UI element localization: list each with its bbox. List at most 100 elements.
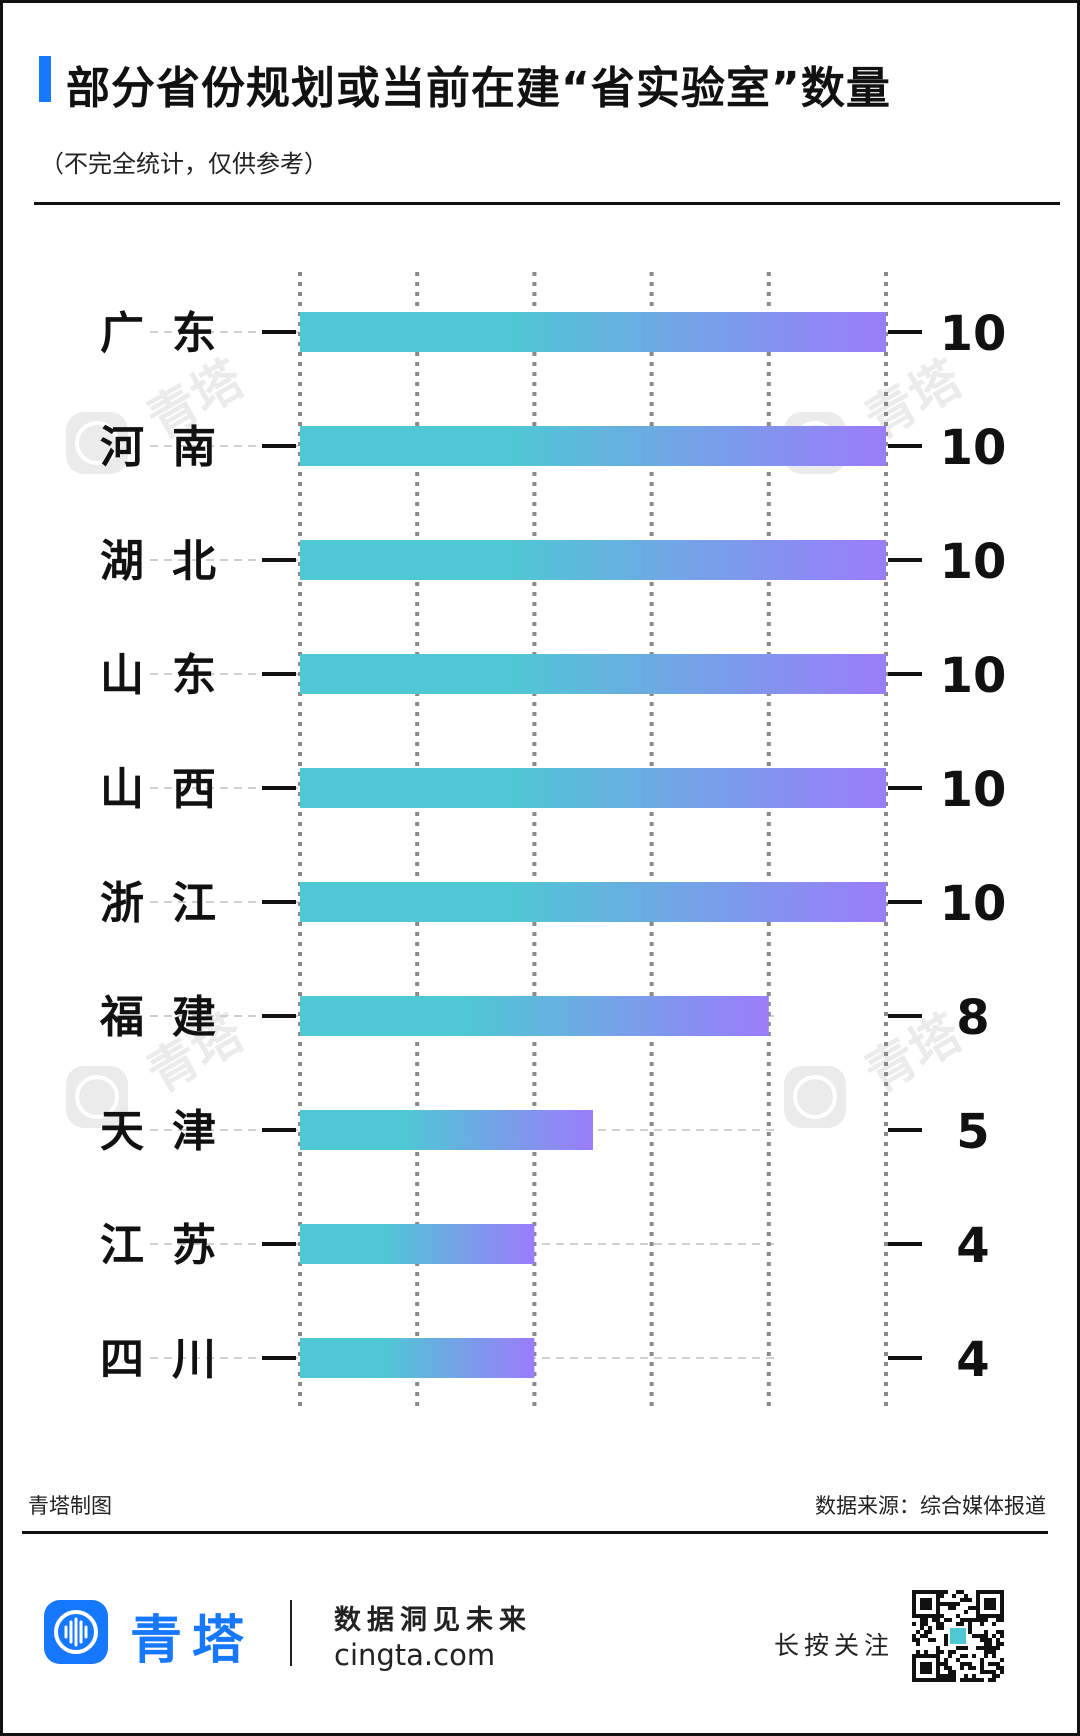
- qr-module: [924, 1622, 928, 1626]
- qr-module: [968, 1666, 972, 1670]
- qr-module: [964, 1678, 968, 1682]
- qr-module: [940, 1614, 944, 1618]
- bar: [300, 312, 886, 352]
- qr-module: [964, 1618, 968, 1622]
- qr-module: [956, 1614, 960, 1618]
- value-label: 8: [956, 990, 989, 1046]
- qr-module: [980, 1638, 984, 1642]
- qr-module: [996, 1646, 1000, 1650]
- qr-module: [980, 1646, 984, 1650]
- qr-module: [936, 1650, 940, 1654]
- qr-module: [1000, 1634, 1004, 1638]
- qr-module: [912, 1638, 916, 1642]
- qr-module: [944, 1678, 948, 1682]
- qr-module: [960, 1622, 964, 1626]
- qr-module: [976, 1646, 980, 1650]
- qr-module: [960, 1598, 964, 1602]
- qr-module: [944, 1602, 948, 1606]
- qr-module: [944, 1642, 948, 1646]
- qr-module: [972, 1634, 976, 1638]
- qr-module: [960, 1618, 964, 1622]
- qr-module: [940, 1590, 944, 1594]
- bar: [300, 654, 886, 694]
- qr-module: [940, 1622, 944, 1626]
- category-label: 浙江: [100, 878, 216, 929]
- qr-module: [992, 1674, 996, 1678]
- follow-prompt: 长按关注: [774, 1631, 895, 1660]
- value-label: 4: [956, 1218, 989, 1274]
- qr-module: [968, 1630, 972, 1634]
- qr-module: [948, 1650, 952, 1654]
- qr-module: [944, 1618, 948, 1622]
- qr-module: [960, 1666, 964, 1670]
- brand-website[interactable]: cingta.com: [334, 1638, 496, 1672]
- bar: [300, 1110, 593, 1150]
- footer-divider: [290, 1600, 292, 1666]
- qr-module: [964, 1662, 968, 1666]
- qr-module: [944, 1590, 948, 1594]
- qr-module: [956, 1658, 960, 1662]
- qr-module: [992, 1662, 996, 1666]
- bar-chart: 广东 10 河南 10 湖北 10 山东 10 山西 10 浙江 10 福建 8 天津 5 江苏 4 四川 4: [99, 272, 1007, 1410]
- qr-module: [1000, 1658, 1004, 1662]
- qr-module: [992, 1654, 996, 1658]
- qr-module: [924, 1634, 928, 1638]
- category-label: 河南: [100, 422, 216, 473]
- qr-module: [948, 1666, 952, 1670]
- qr-module: [940, 1662, 944, 1666]
- qr-module: [996, 1666, 1000, 1670]
- qr-module: [984, 1634, 988, 1638]
- qr-module: [912, 1634, 916, 1638]
- qr-module: [936, 1622, 940, 1626]
- qr-module: [960, 1646, 964, 1650]
- value-label: 10: [940, 534, 1007, 590]
- qr-module: [936, 1626, 940, 1630]
- qr-module: [984, 1670, 988, 1674]
- qr-module: [956, 1622, 960, 1626]
- qr-module: [960, 1590, 964, 1594]
- qr-module: [940, 1650, 944, 1654]
- data-source: 数据来源：综合媒体报道: [815, 1494, 1046, 1518]
- qr-module: [964, 1646, 968, 1650]
- qr-module: [952, 1678, 956, 1682]
- value-label: 10: [940, 306, 1007, 362]
- qr-module: [964, 1654, 968, 1658]
- qr-module: [988, 1662, 992, 1666]
- qr-finder-core: [920, 1662, 932, 1674]
- qr-module: [960, 1654, 964, 1658]
- qr-module: [968, 1622, 972, 1626]
- qr-module: [1000, 1630, 1004, 1634]
- qr-module: [980, 1666, 984, 1670]
- qr-module: [928, 1638, 932, 1642]
- qr-module: [948, 1678, 952, 1682]
- qr-module: [944, 1662, 948, 1666]
- qr-module: [992, 1634, 996, 1638]
- qr-module: [992, 1650, 996, 1654]
- qr-code-icon[interactable]: [912, 1590, 1004, 1682]
- value-label: 5: [956, 1104, 989, 1160]
- value-label: 10: [940, 876, 1007, 932]
- chart-credit: 青塔制图: [28, 1494, 112, 1518]
- qr-module: [948, 1606, 952, 1610]
- qr-module: [980, 1658, 984, 1662]
- qr-module: [984, 1630, 988, 1634]
- qr-module: [928, 1630, 932, 1634]
- qr-module: [980, 1634, 984, 1638]
- qr-module: [920, 1626, 924, 1630]
- qr-module: [980, 1678, 984, 1682]
- qr-module: [980, 1618, 984, 1622]
- page-subtitle: （不完全统计，仅供参考）: [40, 150, 328, 178]
- qr-module: [968, 1618, 972, 1622]
- qr-module: [940, 1678, 944, 1682]
- value-label: 10: [940, 762, 1007, 818]
- qr-finder-core: [920, 1598, 932, 1610]
- qr-module: [948, 1618, 952, 1622]
- qr-module: [988, 1650, 992, 1654]
- qr-module: [920, 1622, 924, 1626]
- value-label: 4: [956, 1332, 989, 1388]
- qr-module: [968, 1662, 972, 1666]
- qr-module: [1000, 1618, 1004, 1622]
- qr-module: [1000, 1642, 1004, 1646]
- qr-module: [988, 1670, 992, 1674]
